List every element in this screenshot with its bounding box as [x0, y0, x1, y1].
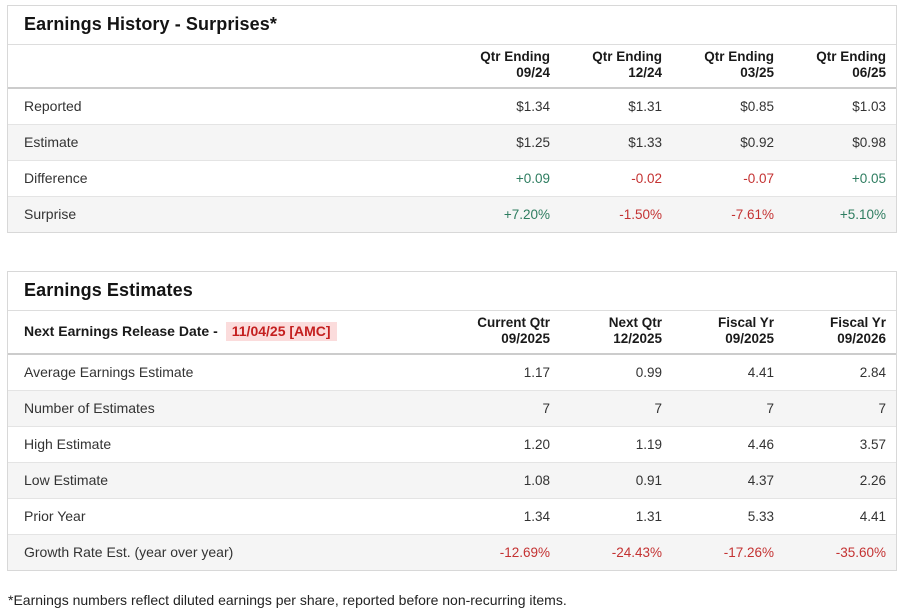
cell-value: $1.25 — [516, 135, 550, 150]
estimates-card: Earnings Estimates Next Earnings Release… — [7, 271, 897, 571]
cell-value: $0.85 — [740, 99, 774, 114]
table-row-prior-year: Prior Year 1.34 1.31 5.33 4.41 — [8, 498, 896, 535]
table-row-average-estimate: Average Earnings Estimate 1.17 0.99 4.41… — [8, 354, 896, 391]
table-row-low-estimate: Low Estimate 1.08 0.91 4.37 2.26 — [8, 462, 896, 499]
cell-value: -17.26% — [723, 545, 774, 560]
row-label: Estimate — [24, 134, 79, 150]
row-label: Reported — [24, 98, 82, 114]
table-row-high-estimate: High Estimate 1.20 1.19 4.46 3.57 — [8, 426, 896, 463]
column-header-line1: Qtr Ending — [480, 49, 550, 64]
row-label: Number of Estimates — [24, 400, 155, 416]
row-label: Average Earnings Estimate — [24, 364, 194, 380]
cell-value: 4.37 — [747, 473, 774, 488]
cell-value: 7 — [654, 401, 662, 416]
table-row-surprise: Surprise +7.20% -1.50% -7.61% +5.10% — [8, 196, 896, 232]
cell-value: $1.03 — [852, 99, 886, 114]
cell-value: +0.09 — [515, 171, 550, 186]
column-header-line2: 09/2025 — [725, 331, 774, 346]
earnings-footnote: *Earnings numbers reflect diluted earnin… — [8, 592, 567, 608]
table-row-estimate: Estimate $1.25 $1.33 $0.92 $0.98 — [8, 124, 896, 161]
column-header-line2: 06/25 — [852, 65, 886, 80]
surprises-table: Qtr Ending 09/24 Qtr Ending 12/24 Qtr En… — [8, 45, 896, 232]
cell-value: +5.10% — [839, 207, 886, 222]
column-header-qtr-0924: Qtr Ending 09/24 — [448, 45, 560, 89]
column-header-current-qtr: Current Qtr 09/2025 — [448, 311, 560, 355]
column-header-qtr-0325: Qtr Ending 03/25 — [672, 45, 784, 89]
estimates-title: Earnings Estimates — [8, 272, 896, 311]
cell-value: $1.33 — [628, 135, 662, 150]
column-header-line2: 12/24 — [628, 65, 662, 80]
column-header-qtr-0625: Qtr Ending 06/25 — [784, 45, 896, 89]
row-label: High Estimate — [24, 436, 112, 452]
surprises-header-row: Qtr Ending 09/24 Qtr Ending 12/24 Qtr En… — [8, 45, 896, 89]
column-header-line2: 03/25 — [740, 65, 774, 80]
table-row-number-of-estimates: Number of Estimates 7 7 7 7 — [8, 390, 896, 427]
column-header-line1: Fiscal Yr — [717, 315, 774, 330]
cell-value: -1.50% — [619, 207, 662, 222]
column-header-line1: Next Qtr — [608, 315, 662, 330]
column-header-line1: Qtr Ending — [704, 49, 774, 64]
cell-value: +7.20% — [503, 207, 550, 222]
cell-value: 4.41 — [747, 365, 774, 380]
release-date-badge: 11/04/25 [AMC] — [225, 321, 337, 341]
cell-value: -24.43% — [611, 545, 662, 560]
cell-value: $0.98 — [852, 135, 886, 150]
cell-value: 2.26 — [859, 473, 886, 488]
estimates-header-row: Next Earnings Release Date - 11/04/25 [AM… — [8, 311, 896, 355]
cell-value: -0.02 — [631, 171, 662, 186]
cell-value: 1.17 — [523, 365, 550, 380]
column-header-line2: 09/2026 — [837, 331, 886, 346]
row-label: Prior Year — [24, 508, 86, 524]
cell-value: 0.99 — [635, 365, 662, 380]
table-row-reported: Reported $1.34 $1.31 $0.85 $1.03 — [8, 88, 896, 125]
table-row-growth-rate: Growth Rate Est. (year over year) -12.69… — [8, 534, 896, 570]
row-label: Low Estimate — [24, 472, 109, 488]
cell-value: 7 — [766, 401, 774, 416]
column-header-fiscal-yr-2025: Fiscal Yr 09/2025 — [672, 311, 784, 355]
cell-value: $0.92 — [740, 135, 774, 150]
cell-value: 1.08 — [523, 473, 550, 488]
cell-value: -7.61% — [731, 207, 774, 222]
cell-value: 4.46 — [747, 437, 774, 452]
cell-value: 1.19 — [635, 437, 662, 452]
column-header-line1: Qtr Ending — [592, 49, 662, 64]
cell-value: 7 — [878, 401, 886, 416]
row-label: Growth Rate Est. (year over year) — [24, 544, 234, 560]
header-spacer — [8, 45, 448, 89]
table-row-difference: Difference +0.09 -0.02 -0.07 +0.05 — [8, 160, 896, 197]
cell-value: 1.20 — [523, 437, 550, 452]
release-date-label: Next Earnings Release Date - — [24, 322, 218, 339]
cell-value: 3.57 — [859, 437, 886, 452]
column-header-line2: 09/24 — [516, 65, 550, 80]
cell-value: 2.84 — [859, 365, 886, 380]
row-label: Surprise — [24, 206, 77, 222]
column-header-fiscal-yr-2026: Fiscal Yr 09/2026 — [784, 311, 896, 355]
column-header-line1: Current Qtr — [477, 315, 550, 330]
cell-value: 7 — [542, 401, 550, 416]
column-header-line2: 09/2025 — [501, 331, 550, 346]
cell-value: $1.34 — [516, 99, 550, 114]
column-header-next-qtr: Next Qtr 12/2025 — [560, 311, 672, 355]
row-label: Difference — [24, 170, 88, 186]
surprises-title: Earnings History - Surprises* — [8, 6, 896, 45]
cell-value: 4.41 — [859, 509, 886, 524]
cell-value: 0.91 — [635, 473, 662, 488]
cell-value: -0.07 — [743, 171, 774, 186]
column-header-line1: Fiscal Yr — [829, 315, 886, 330]
estimates-table: Next Earnings Release Date - 11/04/25 [AM… — [8, 311, 896, 570]
cell-value: $1.31 — [628, 99, 662, 114]
column-header-line1: Qtr Ending — [816, 49, 886, 64]
column-header-line2: 12/2025 — [613, 331, 662, 346]
cell-value: 1.34 — [523, 509, 550, 524]
cell-value: 5.33 — [747, 509, 774, 524]
next-earnings-release: Next Earnings Release Date - 11/04/25 [AM… — [8, 311, 448, 355]
cell-value: +0.05 — [851, 171, 886, 186]
cell-value: -12.69% — [499, 545, 550, 560]
surprises-card: Earnings History - Surprises* Qtr Ending… — [7, 5, 897, 233]
cell-value: -35.60% — [835, 545, 886, 560]
cell-value: 1.31 — [635, 509, 662, 524]
column-header-qtr-1224: Qtr Ending 12/24 — [560, 45, 672, 89]
